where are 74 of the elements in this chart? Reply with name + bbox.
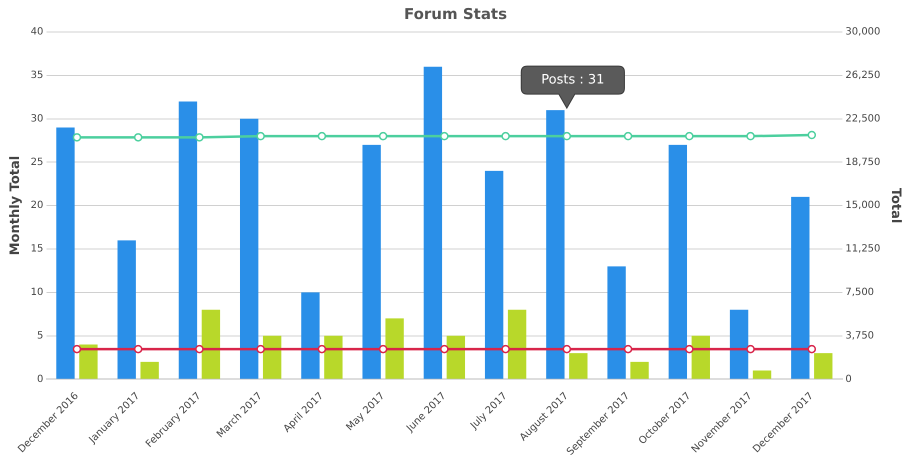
point <box>501 132 510 140</box>
y-tick-label: 15 <box>30 244 44 255</box>
point <box>440 132 449 140</box>
point <box>318 344 326 354</box>
point <box>195 344 204 354</box>
y2-tick-label: 11,250 <box>845 244 880 255</box>
bar <box>385 318 404 379</box>
bar <box>140 362 159 379</box>
y-tick-label: 25 <box>30 156 44 168</box>
y2-tick-label: 7,500 <box>845 286 874 298</box>
bar <box>262 336 282 379</box>
point <box>134 133 142 142</box>
bar <box>630 362 649 379</box>
y2-tick-label: 18,750 <box>845 156 880 168</box>
bar <box>752 370 772 379</box>
y-tick-label: 40 <box>30 26 44 38</box>
bar <box>324 336 343 379</box>
bar <box>301 292 320 379</box>
point <box>501 344 510 354</box>
y2-axis-title: Total <box>888 188 903 224</box>
point <box>808 344 816 354</box>
point <box>72 344 82 354</box>
bar <box>692 336 710 379</box>
bar <box>814 353 832 379</box>
bar <box>362 144 381 379</box>
y-axis-title: Monthly Total <box>8 156 24 256</box>
bar <box>79 344 98 379</box>
bar <box>569 353 588 379</box>
bar <box>446 336 466 379</box>
point <box>195 133 204 142</box>
annotation: Posts : 31 <box>541 72 604 88</box>
bar <box>607 266 626 379</box>
y-tick-label: 20 <box>30 200 44 212</box>
y2-tick-label: 26,250 <box>845 70 880 81</box>
point <box>685 132 694 140</box>
point <box>378 132 388 140</box>
bar <box>424 66 442 379</box>
point <box>624 344 632 354</box>
point <box>746 344 755 354</box>
bar <box>730 310 748 379</box>
y2-tick-label: 3,750 <box>845 330 874 342</box>
bar <box>791 196 810 379</box>
bar <box>56 127 75 379</box>
y2-tick-label: 30,000 <box>845 26 880 38</box>
point <box>256 132 265 140</box>
y-tick-label: 0 <box>36 374 44 385</box>
point <box>808 130 816 140</box>
point <box>256 344 265 354</box>
point <box>685 344 694 354</box>
bar <box>508 310 526 379</box>
bar <box>118 240 136 379</box>
y2-tick-label: 0 <box>845 374 852 385</box>
bar <box>484 170 504 379</box>
y-tick-label: 35 <box>30 70 44 81</box>
point <box>318 132 326 140</box>
bar <box>668 144 688 379</box>
point <box>72 133 82 142</box>
bar <box>240 118 258 379</box>
point <box>562 132 572 140</box>
y-tick-label: 10 <box>30 286 44 298</box>
point <box>746 132 755 140</box>
point <box>440 344 449 354</box>
point <box>624 132 632 140</box>
chart-title: Forum Stats <box>404 4 508 23</box>
y-tick-label: 30 <box>30 113 44 124</box>
y2-tick-label: 22,500 <box>845 113 880 124</box>
bar <box>178 101 198 379</box>
y2-tick-label: 15,000 <box>845 200 880 212</box>
point <box>378 344 388 354</box>
y-tick-label: 5 <box>36 330 44 342</box>
bar <box>546 110 565 379</box>
point <box>562 344 572 354</box>
point <box>134 344 142 354</box>
bar <box>202 310 220 379</box>
